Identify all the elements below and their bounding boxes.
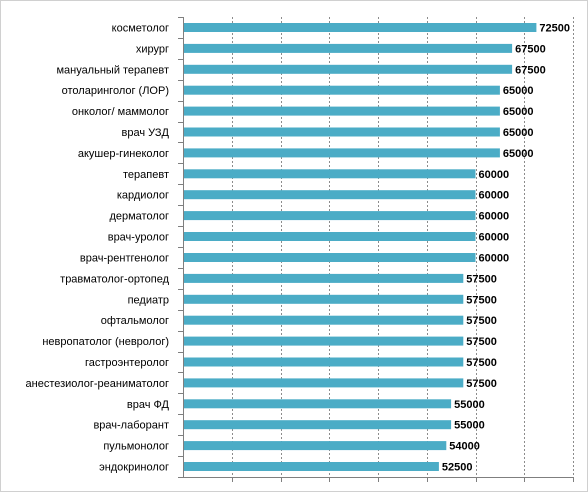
- value-label: 57500: [466, 294, 497, 306]
- category-label: мануальный терапевт: [56, 64, 169, 76]
- category-label: терапевт: [123, 169, 169, 181]
- bar: [183, 148, 500, 158]
- value-label: 52500: [442, 462, 473, 474]
- category-label: дерматолог: [109, 211, 169, 223]
- value-label: 60000: [479, 253, 510, 265]
- bar: [183, 357, 464, 367]
- value-label: 67500: [515, 64, 546, 76]
- category-label: врач-рентгенолог: [80, 253, 169, 265]
- value-label: 67500: [515, 43, 546, 55]
- value-label: 72500: [539, 23, 570, 35]
- bar: [183, 190, 476, 200]
- bar: [183, 169, 476, 179]
- axes: [178, 17, 574, 482]
- bar: [183, 315, 464, 325]
- value-label: 60000: [479, 232, 510, 244]
- bar: [183, 232, 476, 241]
- bar: [183, 85, 500, 95]
- category-label: онколог/ маммолог: [72, 106, 169, 118]
- bar: [183, 106, 500, 116]
- bar: [183, 420, 452, 430]
- category-label: кардиолог: [117, 190, 169, 202]
- category-label: врач-уролог: [108, 232, 169, 244]
- category-label: невропатолог (невролог): [42, 336, 169, 348]
- value-label: 57500: [466, 315, 497, 327]
- bar: [183, 462, 439, 471]
- bar: [183, 23, 537, 32]
- bar: [183, 399, 452, 409]
- category-label: педиатр: [128, 294, 169, 306]
- value-label: 65000: [503, 85, 534, 97]
- bar: [183, 441, 447, 451]
- value-label: 65000: [503, 106, 534, 118]
- bar: [183, 64, 513, 74]
- value-label: 55000: [454, 399, 485, 411]
- labels: косметолог 72500 хирург 67500 мануальный тер…: [26, 23, 570, 474]
- category-label: врач ФД: [127, 399, 170, 411]
- value-label: 65000: [503, 127, 534, 139]
- category-label: акушер-гинеколог: [78, 148, 169, 160]
- category-label: отоларинголог (ЛОР): [62, 85, 169, 97]
- category-label: хирург: [136, 43, 169, 55]
- value-label: 55000: [454, 420, 485, 432]
- category-label: анестезиолог-реаниматолог: [26, 378, 169, 390]
- category-label: врач УЗД: [122, 127, 170, 139]
- value-label: 57500: [466, 357, 497, 369]
- category-label: косметолог: [112, 23, 169, 35]
- value-label: 57500: [466, 378, 497, 390]
- bar: [183, 294, 464, 304]
- value-label: 57500: [466, 336, 497, 348]
- value-label: 60000: [479, 190, 510, 202]
- category-label: пульмонолог: [103, 441, 169, 453]
- bar: [183, 43, 513, 53]
- category-label: врач-лаборант: [93, 420, 169, 432]
- value-label: 65000: [503, 148, 534, 160]
- value-label: 60000: [479, 169, 510, 181]
- bar: [183, 211, 476, 221]
- bars: [183, 23, 537, 471]
- bar: [183, 127, 500, 137]
- value-label: 54000: [449, 441, 480, 453]
- bar: [183, 273, 464, 283]
- category-label: офтальмолог: [101, 315, 169, 327]
- category-label: травматолог-ортопед: [60, 273, 169, 285]
- value-label: 57500: [466, 273, 497, 285]
- bar: [183, 336, 464, 346]
- category-label: эндокринолог: [99, 462, 169, 474]
- bar: [183, 253, 476, 262]
- bar: [183, 378, 464, 388]
- value-label: 60000: [479, 211, 510, 223]
- category-label: гастроэнтеролог: [85, 357, 169, 369]
